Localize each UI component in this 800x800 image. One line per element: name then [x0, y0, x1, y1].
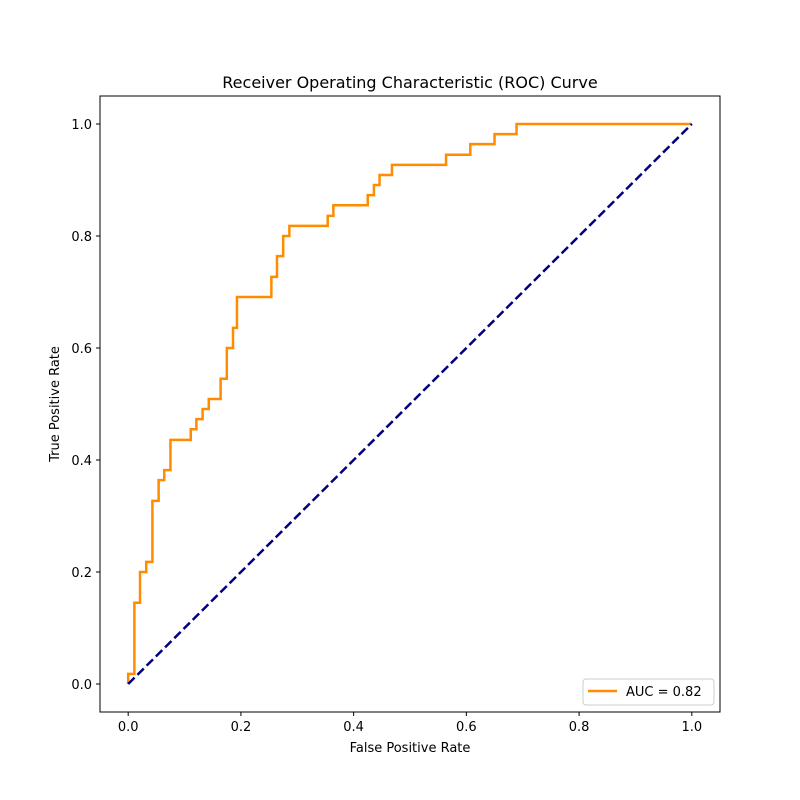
series-layer	[126, 122, 693, 685]
roc-curve-line	[126, 122, 692, 684]
x-tick-label: 0.6	[456, 720, 477, 735]
x-axis-label: False Positive Rate	[350, 741, 471, 756]
y-tick-label: 0.8	[71, 230, 92, 245]
y-tick-label: 0.4	[71, 454, 92, 469]
y-tick-label: 0.2	[71, 566, 92, 581]
chart-title: Receiver Operating Characteristic (ROC) …	[222, 73, 597, 92]
x-tick-label: 0.8	[569, 720, 590, 735]
y-tick-label: 0.0	[71, 678, 92, 693]
x-axis-ticks: 0.0 0.2 0.4 0.6 0.8 1.0	[118, 712, 702, 735]
y-axis-ticks: 0.0 0.2 0.4 0.6 0.8 1.0	[71, 118, 100, 693]
chance-diagonal-line	[127, 123, 693, 685]
y-tick-label: 1.0	[71, 118, 92, 133]
x-tick-label: 1.0	[681, 720, 702, 735]
x-tick-label: 0.4	[343, 720, 364, 735]
legend: AUC = 0.82	[582, 678, 715, 706]
x-tick-label: 0.2	[231, 720, 252, 735]
x-tick-label: 0.0	[118, 720, 139, 735]
y-tick-label: 0.6	[71, 342, 92, 357]
plot-frame	[99, 95, 721, 713]
legend-label: AUC = 0.82	[626, 685, 702, 700]
legend-box	[582, 678, 715, 706]
y-axis-label: True Positive Rate	[48, 346, 63, 463]
